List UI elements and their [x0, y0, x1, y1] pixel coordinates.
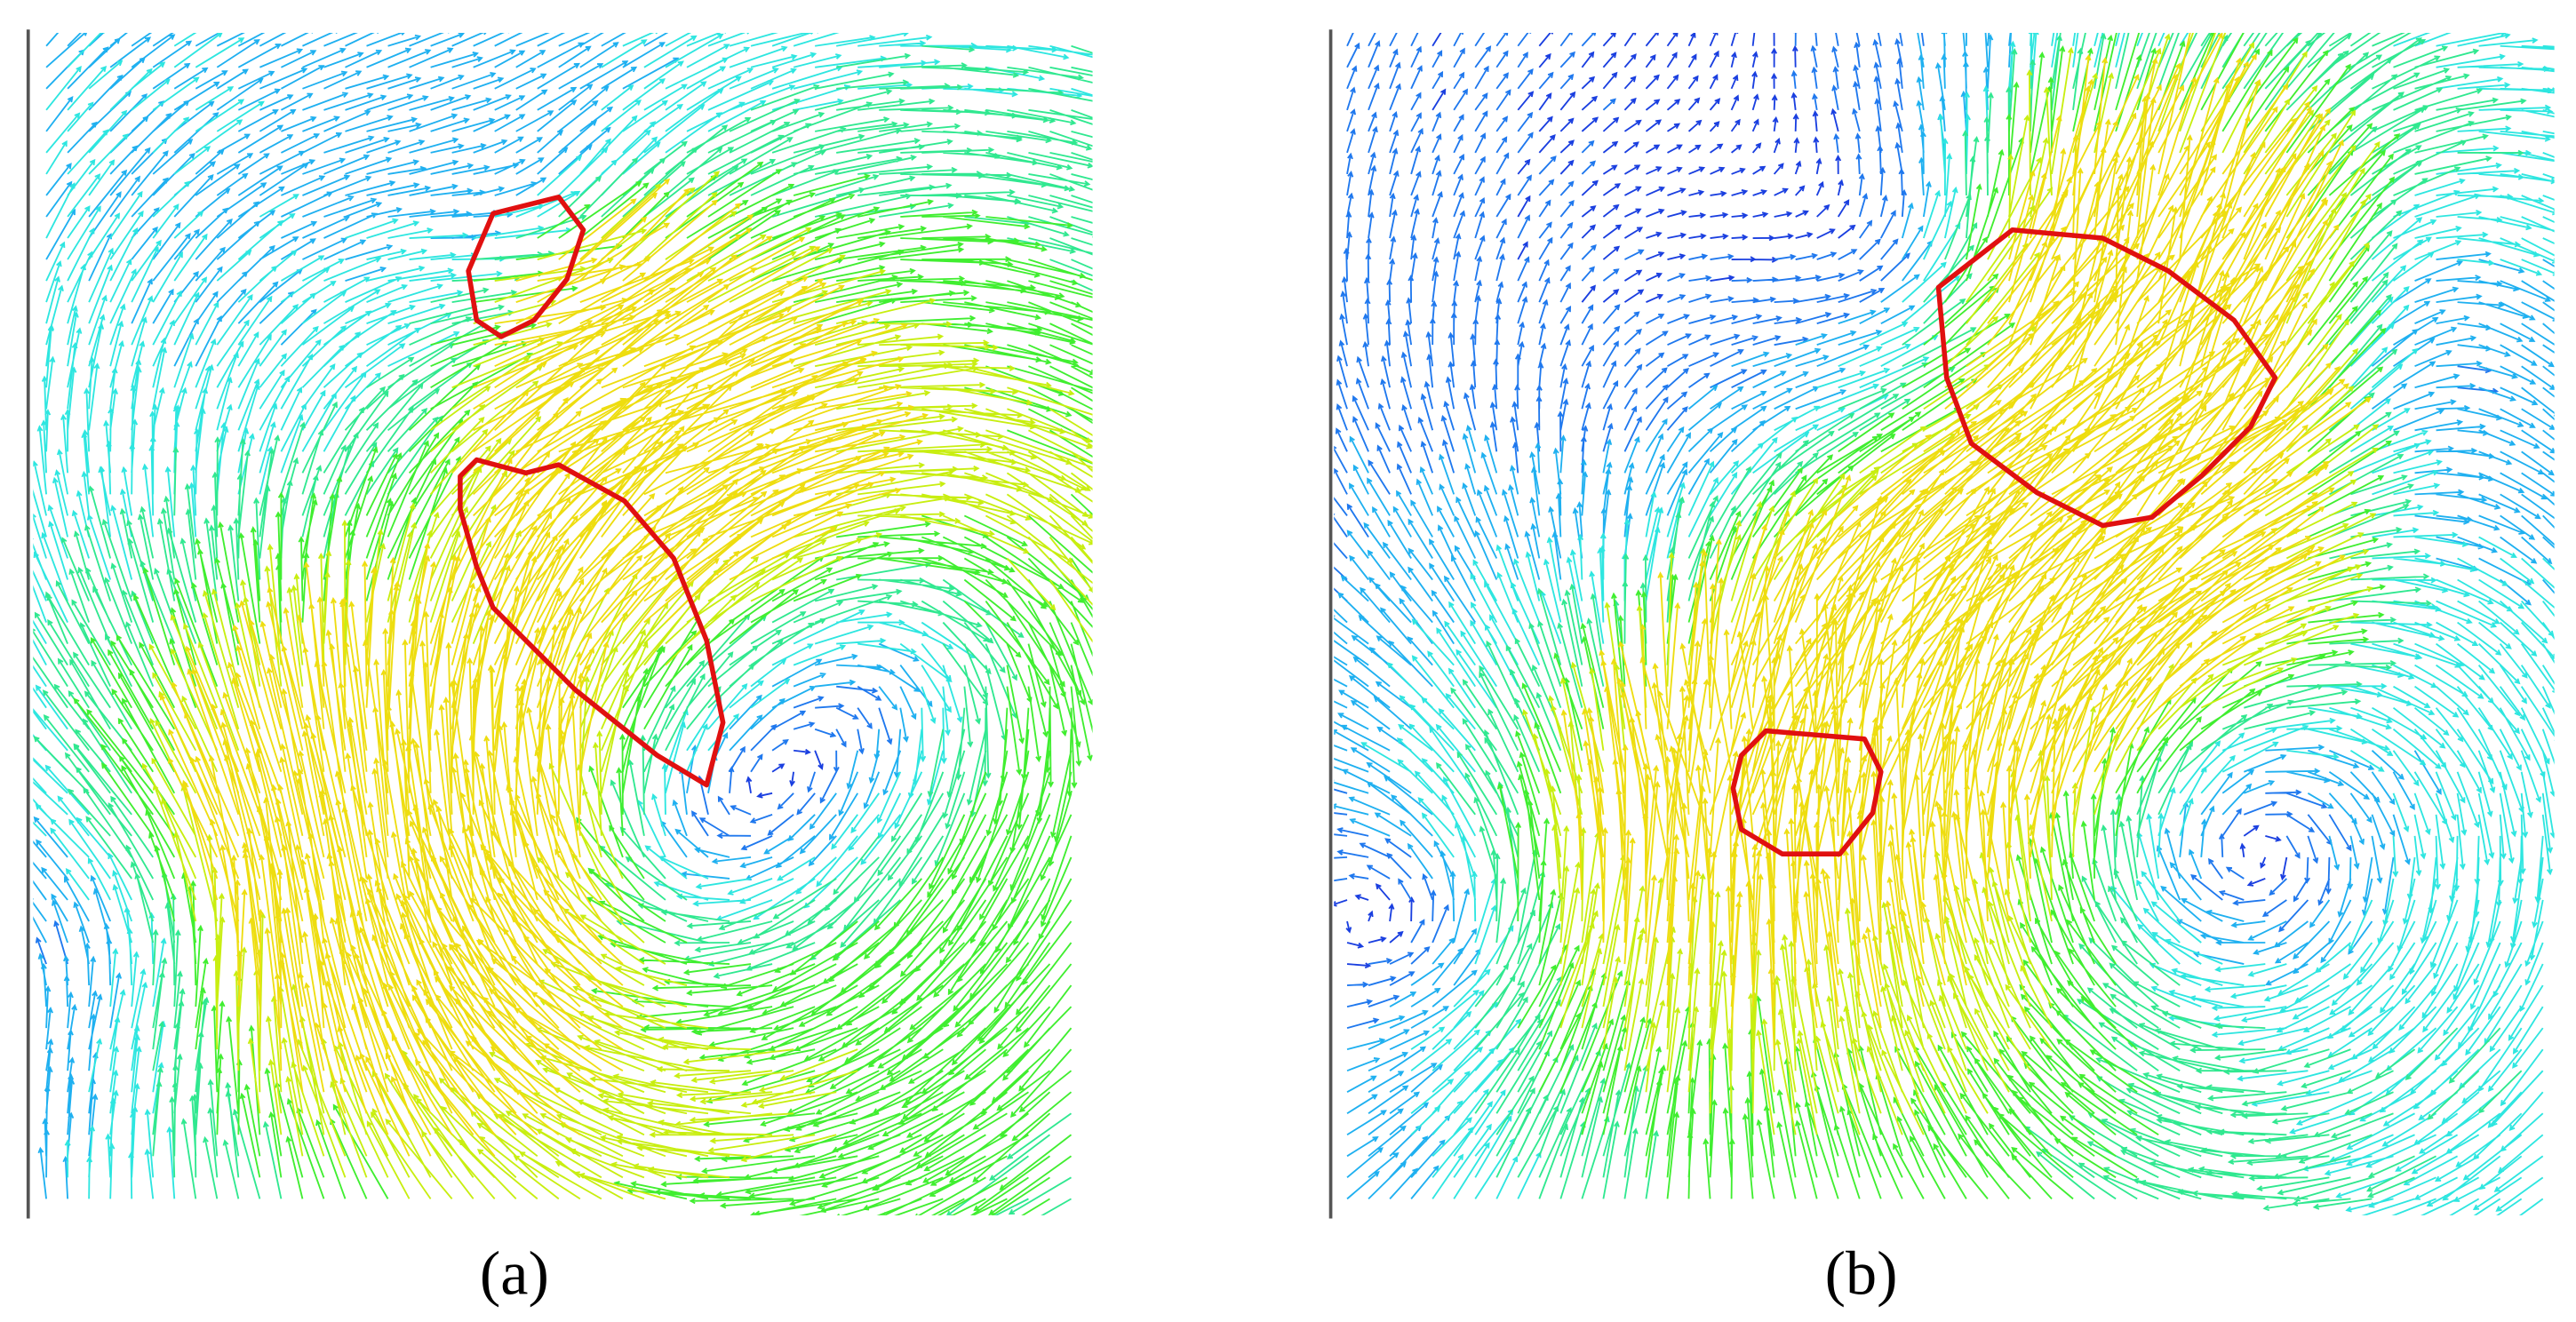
panel-a: (a) — [26, 29, 1093, 1309]
vector-arrows — [746, 748, 824, 799]
vector-arrows — [1360, 32, 2555, 1215]
vector-arrows — [1436, 32, 2527, 1212]
vector-field — [33, 32, 1093, 1215]
vector-arrows — [33, 32, 933, 1199]
vector-arrows — [1334, 32, 2500, 1030]
region-contour — [1935, 227, 2278, 529]
vector-arrows — [1560, 32, 2373, 1050]
vector-arrows — [1496, 32, 2401, 1200]
vector-arrows — [159, 178, 929, 1157]
panel-label: (a) — [480, 1239, 549, 1309]
vector-arrows — [33, 32, 1093, 1199]
region-contour — [466, 195, 586, 339]
vector-field — [1334, 32, 2555, 1215]
region-contour — [458, 457, 726, 788]
panel-label: (b) — [1825, 1239, 1898, 1309]
vector-arrows — [73, 161, 1093, 1215]
vector-arrows — [1334, 32, 2288, 969]
vector-arrows — [33, 44, 1093, 1215]
vector-arrows — [1522, 32, 2381, 1135]
panel-b: (b) — [1328, 29, 2555, 1309]
vector-arrows — [1334, 32, 2555, 1200]
region-contour — [1730, 728, 1884, 856]
vector-arrows — [35, 685, 893, 965]
